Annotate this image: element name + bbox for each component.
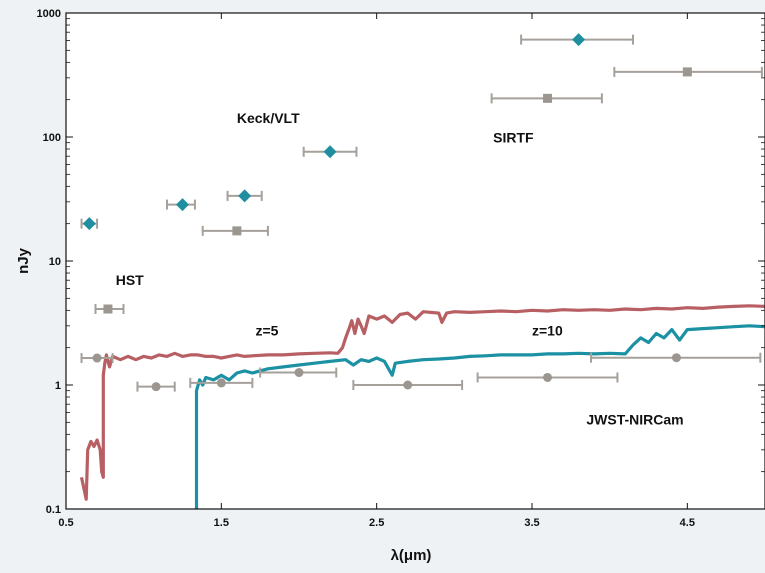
circle-marker bbox=[151, 382, 161, 392]
square-marker bbox=[103, 304, 113, 314]
y-tick-label: 0.1 bbox=[46, 504, 61, 516]
circle-point bbox=[80, 353, 114, 364]
circle-point bbox=[590, 352, 762, 363]
y-tick-label: 1 bbox=[55, 380, 61, 392]
circle-marker bbox=[294, 368, 304, 378]
square-point bbox=[94, 304, 125, 315]
square-point bbox=[490, 93, 603, 104]
square-point bbox=[201, 225, 269, 236]
annotation-label: JWST-NIRCam bbox=[586, 412, 683, 428]
y-tick-label: 10 bbox=[49, 256, 61, 268]
circle-point bbox=[259, 367, 338, 378]
x-tick-label: 4.5 bbox=[680, 517, 695, 529]
circle-marker bbox=[216, 378, 226, 388]
axes-layer: 0.5 1.5 2.5 3.5 4.5 0.1 1 10 100 1000 bbox=[37, 8, 765, 529]
annotation-label: SIRTF bbox=[493, 130, 534, 146]
y-axis-title: nJy bbox=[15, 247, 32, 274]
diamond-point bbox=[165, 198, 196, 212]
x-tick-label: 3.5 bbox=[524, 517, 539, 529]
circle-marker bbox=[671, 353, 681, 363]
series-line-z=10 bbox=[194, 324, 765, 509]
x-tick-label: 0.5 bbox=[58, 517, 73, 529]
diamond-marker bbox=[323, 145, 337, 159]
annotation-label: z=10 bbox=[532, 323, 563, 339]
circle-point bbox=[189, 377, 254, 388]
series-layer bbox=[79, 33, 765, 509]
square-marker bbox=[543, 93, 553, 103]
diamond-point bbox=[302, 145, 358, 159]
diamond-marker bbox=[572, 33, 586, 47]
x-tick-label: 2.5 bbox=[369, 517, 384, 529]
circle-point bbox=[476, 372, 619, 383]
annotation-label: z=5 bbox=[256, 323, 279, 339]
diamond-marker bbox=[176, 198, 189, 212]
circle-marker bbox=[92, 353, 102, 363]
square-marker bbox=[232, 226, 242, 236]
diamond-marker bbox=[82, 217, 96, 231]
annotation-label: Keck/VLT bbox=[237, 110, 300, 126]
diamond-point bbox=[226, 189, 263, 203]
x-axis-title: λ(μm) bbox=[391, 547, 432, 564]
diamond-point bbox=[80, 217, 99, 231]
circle-marker bbox=[403, 380, 413, 390]
annotation-layer: Keck/VLT SIRTF HST z=5 z=10 JWST-NIRCam bbox=[116, 110, 684, 428]
square-marker bbox=[682, 67, 692, 77]
diamond-point bbox=[520, 33, 634, 47]
circle-point bbox=[136, 381, 176, 392]
annotation-label: HST bbox=[116, 272, 144, 288]
y-tick-label: 1000 bbox=[37, 8, 61, 20]
plot-background bbox=[66, 13, 765, 509]
diamond-marker bbox=[238, 189, 252, 203]
y-tick-label: 100 bbox=[43, 132, 61, 144]
circle-marker bbox=[543, 372, 553, 382]
x-tick-label: 1.5 bbox=[214, 517, 229, 529]
square-point bbox=[613, 66, 763, 77]
circle-point bbox=[352, 380, 464, 390]
